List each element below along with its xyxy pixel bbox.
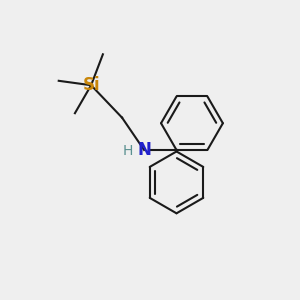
Text: H: H [123, 145, 133, 158]
Text: N: N [137, 141, 151, 159]
Text: Si: Si [82, 76, 100, 94]
